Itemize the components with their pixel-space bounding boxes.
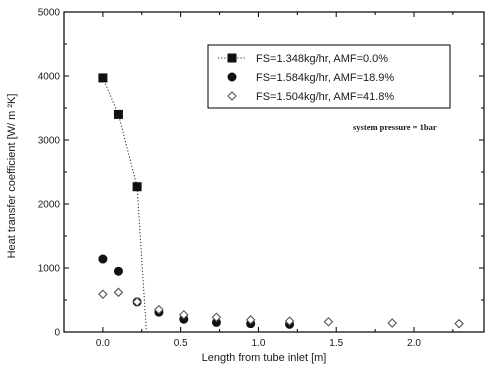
legend-marker (227, 72, 237, 82)
legend-marker (227, 91, 237, 101)
y-axis-label: Heat transfer coefficient [W/ m ²K] (6, 94, 18, 259)
y-tick-label: 1000 (38, 264, 61, 275)
series-3-point (132, 297, 142, 307)
y-tick-label: 5000 (38, 8, 61, 19)
x-tick-label: 0.5 (174, 338, 188, 349)
series-3-point (154, 304, 164, 315)
series-3-point (284, 316, 295, 326)
series-3-point (454, 318, 464, 329)
series-3-point (211, 312, 222, 323)
y-tick-label: 4000 (38, 72, 61, 83)
series-1-point (98, 73, 108, 83)
x-axis-label: Length from tube inlet [m] (202, 352, 327, 364)
series-1-line (102, 77, 147, 333)
series-3-point (113, 287, 124, 298)
series-2 (98, 254, 295, 329)
series-layer (98, 73, 464, 333)
legend: FS=1.348kg/hr, AMF=0.0% FS=1.584kg/hr, AM… (207, 44, 451, 109)
legend-marker (227, 53, 237, 63)
annotation-system-pressure: system pressure = 1bar (353, 122, 437, 132)
y-tick-label: 3000 (38, 136, 61, 147)
x-tick-label: 1.5 (329, 338, 343, 349)
legend-item-2: FS=1.584kg/hr, AMF=18.9% (227, 72, 394, 84)
series-2-point (98, 254, 108, 264)
legend-item-1: FS=1.348kg/hr, AMF=0.0% (218, 53, 388, 65)
legend-box (207, 44, 451, 109)
x-tick-label: 2.0 (407, 338, 421, 349)
x-tick-label: 1.0 (251, 338, 265, 349)
series-3-point (245, 315, 256, 325)
series-1 (98, 73, 147, 333)
series-3-point (387, 318, 397, 328)
series-3-point (323, 316, 334, 327)
series-3-point (179, 309, 189, 320)
series-3-point (98, 289, 108, 300)
ticks: 0.0 0.5 1.0 1.5 2.0 0 1000 2000 3000 4000 5000 (38, 8, 484, 349)
series-1-point (132, 182, 142, 192)
legend-label: FS=1.348kg/hr, AMF=0.0% (256, 53, 388, 65)
legend-items: FS=1.348kg/hr, AMF=0.0% FS=1.584kg/hr, AM… (218, 53, 394, 103)
legend-label: FS=1.504kg/hr, AMF=41.8% (256, 91, 394, 103)
legend-item-3: FS=1.504kg/hr, AMF=41.8% (227, 91, 394, 103)
y-tick-label: 2000 (38, 200, 61, 211)
legend-label: FS=1.584kg/hr, AMF=18.9% (256, 72, 394, 84)
y-tick-label: 0 (54, 328, 60, 339)
series-1-point (113, 109, 123, 119)
series-3 (98, 287, 464, 329)
x-tick-label: 0.0 (96, 338, 110, 349)
series-2-point (113, 266, 123, 276)
